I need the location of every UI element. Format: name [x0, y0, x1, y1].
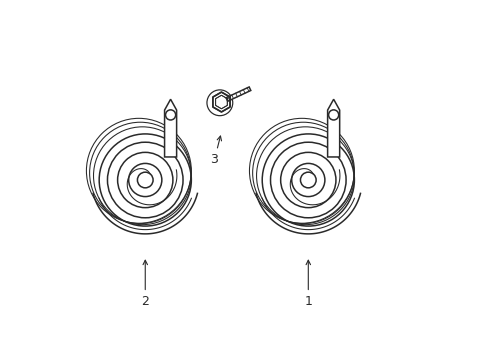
Circle shape — [206, 90, 232, 116]
Polygon shape — [164, 99, 176, 157]
Text: 1: 1 — [304, 260, 312, 308]
Circle shape — [328, 110, 338, 120]
Polygon shape — [212, 92, 229, 112]
Circle shape — [99, 134, 191, 226]
Polygon shape — [212, 92, 229, 112]
Text: 2: 2 — [141, 260, 149, 308]
Polygon shape — [327, 99, 339, 157]
Circle shape — [165, 110, 175, 120]
Circle shape — [262, 134, 354, 226]
Text: 3: 3 — [210, 136, 221, 166]
Polygon shape — [225, 87, 250, 101]
